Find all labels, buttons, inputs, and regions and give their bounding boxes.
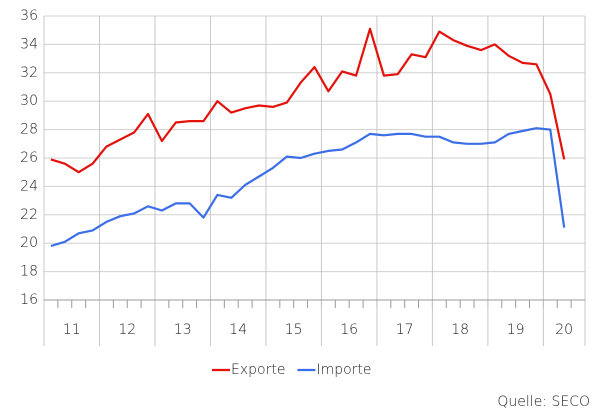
y-tick-label: 26 — [20, 150, 38, 166]
x-group-label: 15 — [285, 322, 303, 338]
legend-label: Importe — [316, 362, 371, 378]
x-group-label: 20 — [555, 322, 573, 338]
y-tick-label: 18 — [20, 264, 38, 280]
legend-label: Exporte — [231, 362, 285, 378]
y-tick-label: 32 — [20, 65, 38, 81]
x-group-label: 11 — [63, 322, 81, 338]
x-group-label: 13 — [174, 322, 192, 338]
x-group-label: 17 — [396, 322, 414, 338]
y-tick-label: 34 — [20, 36, 38, 52]
y-tick-label: 16 — [20, 292, 38, 308]
x-group-label: 12 — [118, 322, 136, 338]
series-line — [50, 127, 566, 248]
x-group-label: 18 — [451, 322, 469, 338]
x-group-label: 14 — [229, 322, 247, 338]
y-tick-label: 22 — [20, 207, 38, 223]
y-tick-label: 20 — [20, 235, 38, 251]
x-group-label: 19 — [507, 322, 525, 338]
series-line — [50, 27, 566, 174]
y-tick-label: 28 — [20, 122, 38, 138]
y-tick-label: 36 — [20, 8, 38, 24]
y-tick-label: 30 — [20, 93, 38, 109]
source: Quelle: SECO — [497, 394, 590, 410]
y-tick-label: 24 — [20, 178, 38, 194]
x-group-label: 16 — [340, 322, 358, 338]
